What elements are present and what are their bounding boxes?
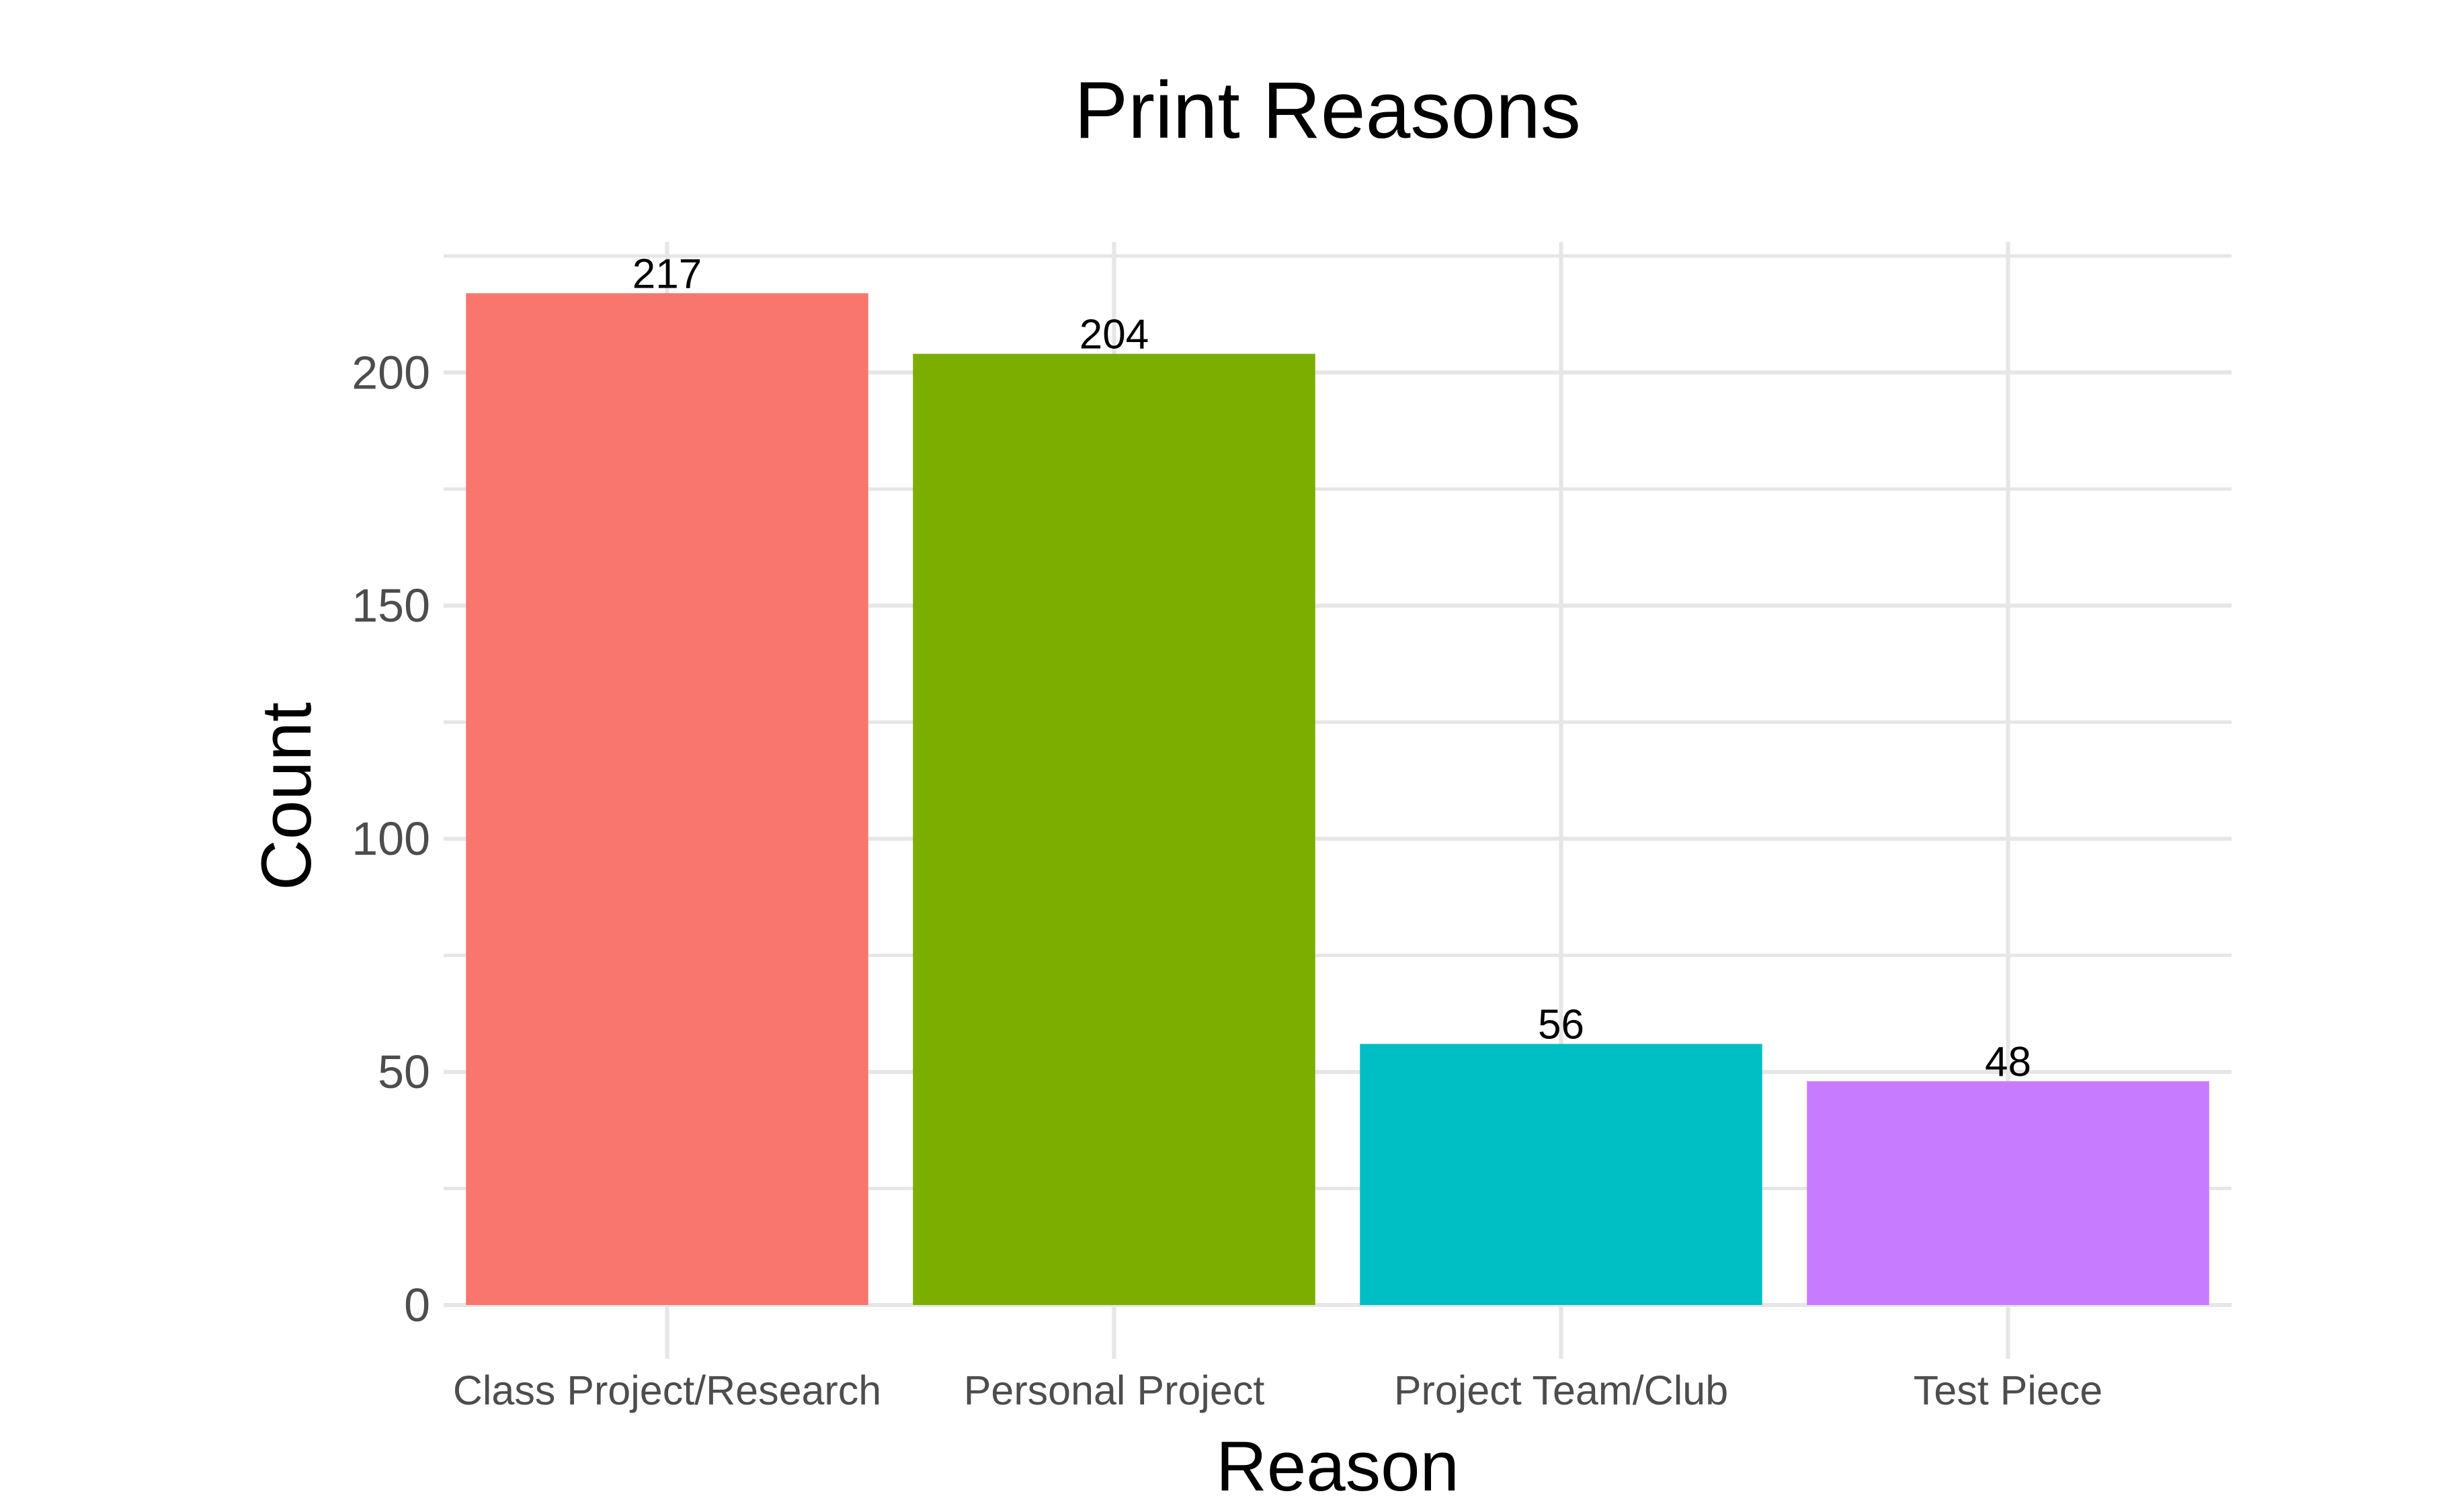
bar <box>1360 1044 1762 1305</box>
y-tick-label: 200 <box>352 346 430 398</box>
value-label: 48 <box>1985 1039 2031 1085</box>
y-tick-label: 150 <box>352 579 430 632</box>
x-tick-label: Personal Project <box>964 1368 1265 1413</box>
bars <box>466 293 2209 1305</box>
value-labels: 217 204 56 48 <box>632 251 2031 1085</box>
x-tick-label: Project Team/Club <box>1394 1368 1728 1413</box>
bar <box>913 353 1315 1305</box>
y-tick-label: 50 <box>378 1046 430 1098</box>
y-axis-title: Count <box>247 702 326 890</box>
y-axis-ticks: 0 50 100 150 200 <box>352 346 430 1331</box>
y-tick-label: 100 <box>352 812 430 865</box>
value-label: 217 <box>632 251 702 297</box>
value-label: 204 <box>1079 312 1149 358</box>
x-tick-label: Test Piece <box>1914 1368 2102 1413</box>
x-axis-title: Reason <box>1216 1427 1459 1506</box>
bar <box>466 293 868 1305</box>
value-label: 56 <box>1538 1001 1584 1048</box>
x-axis-ticks: Class Project/Research Personal Project Pr… <box>453 1368 2102 1413</box>
bar <box>1807 1081 2209 1305</box>
y-tick-label: 0 <box>404 1279 430 1331</box>
chart-title: Print Reasons <box>1074 65 1581 155</box>
x-tick-label: Class Project/Research <box>453 1368 881 1413</box>
